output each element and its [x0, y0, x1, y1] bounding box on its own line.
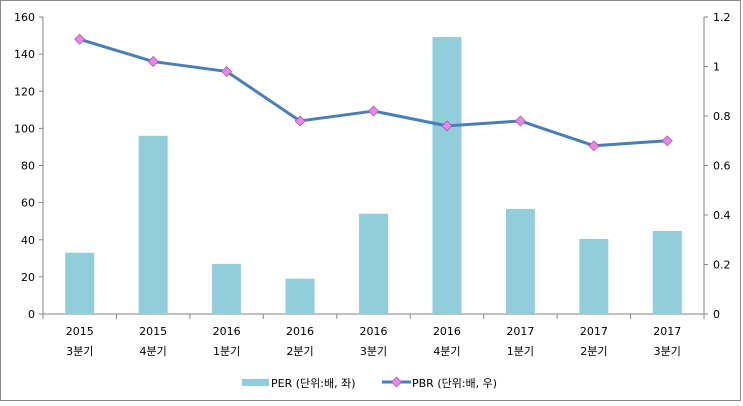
left-tick-label: 40	[21, 234, 35, 247]
pbr-marker	[588, 140, 600, 152]
x-tick-label-quarter: 4분기	[140, 345, 167, 358]
left-tick-label: 80	[21, 160, 35, 173]
x-tick-label-quarter: 3분기	[66, 345, 93, 358]
x-tick-label-year: 2017	[653, 325, 681, 338]
pbr-marker	[147, 56, 159, 68]
pbr-marker	[441, 120, 453, 132]
left-tick-label: 60	[21, 197, 35, 210]
legend-pbr-label: PBR (단위:배, 우)	[412, 377, 497, 390]
per-bar	[138, 135, 168, 314]
x-tick-label-year: 2016	[360, 325, 388, 338]
x-tick-label-quarter: 2분기	[286, 345, 313, 358]
x-tick-label-quarter: 1분기	[213, 345, 240, 358]
legend-per-label: PER (단위:배, 좌)	[271, 377, 356, 390]
x-tick-label-year: 2016	[433, 325, 461, 338]
x-tick-label-year: 2015	[139, 325, 167, 338]
pbr-line	[79, 37, 668, 148]
pbr-marker	[294, 115, 306, 127]
x-tick-label-year: 2016	[213, 325, 241, 338]
x-tick-label-quarter: 4분기	[433, 345, 460, 358]
left-tick-label: 0	[28, 308, 35, 321]
left-tick-label: 120	[14, 85, 35, 98]
per-bar	[212, 263, 242, 314]
per-bar	[652, 231, 682, 314]
left-tick-label: 20	[21, 271, 35, 284]
x-tick-label-year: 2017	[580, 325, 608, 338]
pbr-marker	[661, 135, 673, 147]
left-tick-label: 140	[14, 48, 35, 61]
pbr-marker	[514, 115, 526, 127]
x-tick-label-quarter: 3분기	[360, 345, 387, 358]
x-tick-label-quarter: 1분기	[507, 345, 534, 358]
per-bar	[285, 278, 315, 314]
x-tick-label-quarter: 3분기	[654, 345, 681, 358]
right-tick-label: 0.2	[713, 259, 731, 272]
x-tick-label-year: 2016	[286, 325, 314, 338]
pbr-marker	[74, 33, 86, 45]
pbr-marker	[221, 65, 233, 77]
pbr-marker	[368, 105, 379, 117]
x-tick-label-year: 2017	[506, 325, 534, 338]
per-bar	[579, 239, 609, 314]
right-tick-label: 0	[713, 308, 720, 321]
per-bar	[359, 213, 388, 314]
right-tick-label: 0.4	[713, 209, 731, 222]
right-tick-label: 1	[713, 61, 720, 74]
right-tick-label: 1.2	[713, 11, 731, 24]
per-bar	[505, 208, 535, 314]
right-tick-label: 0.8	[713, 110, 731, 123]
right-tick-label: 0.6	[713, 160, 731, 173]
legend-per-swatch	[242, 379, 269, 386]
left-tick-label: 100	[14, 122, 35, 135]
x-tick-label-year: 2015	[66, 325, 94, 338]
legend-pbr-marker	[391, 376, 402, 388]
x-tick-label-quarter: 2분기	[580, 345, 607, 358]
left-tick-label: 160	[14, 11, 35, 24]
per-bar	[65, 252, 95, 314]
per-bar	[432, 37, 462, 315]
